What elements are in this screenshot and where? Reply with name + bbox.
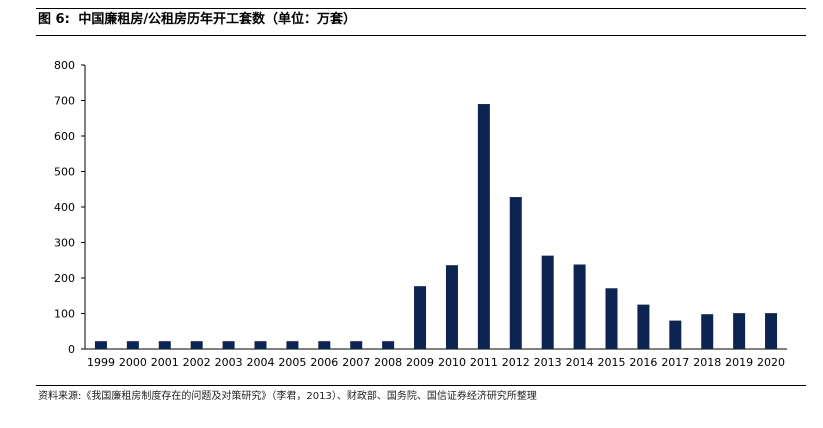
bar: [158, 341, 171, 349]
y-tick-label: 500: [54, 166, 75, 179]
bar: [701, 314, 714, 349]
bar: [126, 341, 139, 349]
y-tick-label: 200: [54, 272, 75, 285]
bar: [414, 286, 427, 349]
x-tick-label: 2013: [534, 356, 562, 369]
x-tick-label: 2001: [151, 356, 179, 369]
bar: [254, 341, 267, 349]
x-tick-label: 2019: [725, 356, 753, 369]
x-tick-label: 2011: [470, 356, 498, 369]
bar: [318, 341, 331, 349]
bar: [222, 341, 235, 349]
x-tick-label: 2008: [374, 356, 402, 369]
x-tick-label: 2020: [757, 356, 785, 369]
bar: [573, 264, 586, 349]
top-rule: [36, 8, 806, 9]
bar: [190, 341, 203, 349]
bar: [477, 104, 490, 349]
x-tick-label: 2006: [310, 356, 338, 369]
x-tick-label: 2017: [661, 356, 689, 369]
bar: [94, 341, 107, 349]
x-tick-label: 1999: [87, 356, 115, 369]
y-tick-label: 800: [54, 59, 75, 72]
bar: [350, 341, 363, 349]
bar: [637, 304, 650, 349]
bar: [765, 313, 778, 349]
source-note: 资料来源:《我国廉租房制度存在的问题及对策研究》（李君，2013）、财政部、国务…: [38, 391, 537, 402]
title-rule: [36, 35, 806, 36]
x-tick-label: 2000: [119, 356, 147, 369]
figure-title-text: 中国廉租房/公租房历年开工套数（单位：万套）: [78, 12, 357, 27]
bar: [286, 341, 299, 349]
x-tick-label: 2002: [183, 356, 211, 369]
y-tick-label: 100: [54, 308, 75, 321]
x-tick-label: 2003: [215, 356, 243, 369]
y-tick-label: 700: [54, 95, 75, 108]
bar: [733, 313, 746, 349]
x-tick-label: 2004: [247, 356, 275, 369]
x-tick-label: 2016: [629, 356, 657, 369]
bar: [509, 197, 522, 349]
figure-label: 图 6:: [38, 12, 70, 27]
bottom-rule: [36, 385, 806, 386]
bar: [669, 320, 682, 349]
x-tick-label: 2005: [278, 356, 306, 369]
x-tick-label: 2014: [566, 356, 594, 369]
x-tick-label: 2010: [438, 356, 466, 369]
x-tick-label: 2018: [693, 356, 721, 369]
y-tick-label: 600: [54, 130, 75, 143]
y-tick-label: 0: [68, 343, 75, 356]
x-tick-label: 2009: [406, 356, 434, 369]
x-tick-label: 2015: [598, 356, 626, 369]
bar: [541, 255, 554, 349]
x-tick-label: 2007: [342, 356, 370, 369]
y-tick-label: 300: [54, 237, 75, 250]
bar: [605, 288, 618, 349]
x-tick-label: 2012: [502, 356, 530, 369]
figure-title: 图 6: 中国廉租房/公租房历年开工套数（单位：万套）: [38, 11, 356, 29]
bar: [445, 265, 458, 349]
bar: [382, 341, 395, 349]
y-tick-label: 400: [54, 201, 75, 214]
